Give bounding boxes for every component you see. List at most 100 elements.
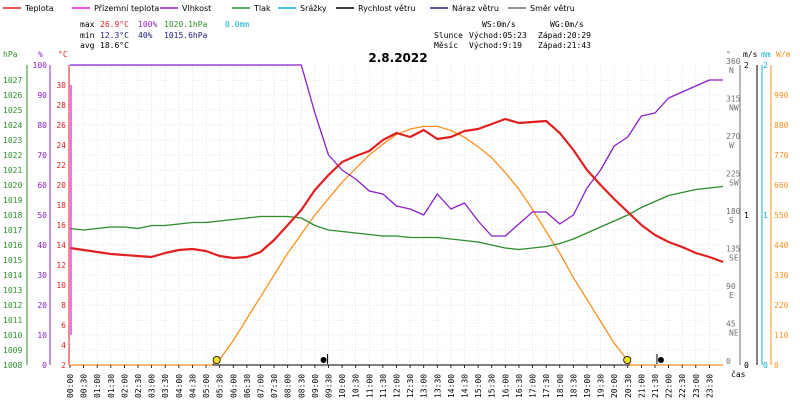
temperature-tick: 26: [56, 121, 66, 130]
humidity-tick: 30: [37, 271, 47, 280]
x-tick-label: 09:00: [311, 374, 320, 398]
pressure-tick: 1011: [3, 316, 22, 325]
winddir-tick: 360: [726, 57, 741, 66]
series-teplota: [69, 117, 724, 264]
sun-set: Západ:20:29: [538, 31, 591, 40]
pressure-tick: 1023: [3, 136, 22, 145]
pressure-tick: 1025: [3, 106, 22, 115]
unit-ms: m/s: [743, 50, 758, 59]
winddir-tick: 90: [726, 282, 736, 291]
stat-avg-label: avg: [80, 41, 95, 50]
pressure-tick: 1009: [3, 346, 22, 355]
x-tick-label: 22:30: [678, 374, 687, 398]
temperature-tick: 12: [56, 261, 66, 270]
winddir-tick: 0: [726, 357, 731, 366]
stat-max-hum: 100%: [138, 20, 157, 29]
temperature-tick: 28: [56, 101, 66, 110]
series-vlhkost: [70, 64, 723, 237]
humidity-tick: 100: [33, 61, 48, 70]
x-tick-label: 10:00: [338, 374, 347, 398]
solar-tick: 440: [774, 241, 789, 250]
solar-tick: 880: [774, 121, 789, 130]
x-tick-label: 19:30: [597, 374, 606, 398]
legend: Teplota Přízemní teplota Vlhkost Tlak Srážky…: [3, 4, 575, 13]
moon-label: Měsíc: [434, 41, 458, 50]
plot-area: [69, 64, 724, 366]
winddir-compass: N: [729, 66, 734, 75]
series-solar: [70, 125, 723, 366]
temperature-tick: 20: [56, 181, 66, 190]
temperature-tick: 16: [56, 221, 66, 230]
marker-sunrise: [212, 355, 221, 364]
humidity-tick: 80: [37, 121, 47, 130]
unit-mm: mm: [761, 50, 771, 59]
x-tick-label: 06:30: [243, 374, 252, 398]
unit-degc: °C: [58, 50, 68, 59]
moon-rise: Východ:9:19: [469, 41, 522, 50]
legend-label-5: Rychlost větru: [358, 4, 415, 13]
pressure-tick: 1008: [3, 361, 22, 370]
windspeed-tick: 2: [744, 61, 749, 70]
chart-date: 2.8.2022: [368, 51, 427, 65]
humidity-tick: 70: [37, 151, 47, 160]
x-tick-label: 23:00: [692, 374, 701, 398]
x-tick-label: 14:30: [461, 374, 470, 398]
temperature-tick: 6: [61, 321, 66, 330]
marker-moonrise: [320, 357, 327, 363]
x-tick-label: 04:30: [188, 374, 197, 398]
legend-label-3: Tlak: [253, 4, 271, 13]
x-tick-label: 05:30: [216, 374, 225, 398]
stat-min-temp: 12.3°C: [100, 31, 129, 40]
winddir-tick: 315: [726, 95, 741, 104]
humidity-tick: 0: [42, 361, 47, 370]
x-tick-label: 13:00: [420, 374, 429, 398]
stat-max-rain: 0.0mm: [225, 20, 249, 29]
rain-tick: 1: [763, 211, 768, 220]
series-tlak: [69, 185, 724, 251]
pressure-tick: 1024: [3, 121, 22, 130]
windspeed-tick: 0: [744, 361, 749, 370]
x-axis-ticks: 00:00 00:30 01:00 01:30 02:00 02:30 03:00 03:30…: [66, 365, 714, 398]
x-tick-label: 06:00: [229, 374, 238, 398]
x-tick-label: 20:00: [610, 374, 619, 398]
axes: 1008100910101011101210131014101510161017…: [3, 57, 789, 370]
x-tick-label: 13:30: [433, 374, 442, 398]
winddir-tick: 270: [726, 132, 741, 141]
x-tick-label: 23:30: [705, 374, 714, 398]
temperature-tick: 8: [61, 301, 66, 310]
x-tick-label: 00:30: [80, 374, 89, 398]
x-tick-label: 03:30: [161, 374, 170, 398]
x-tick-label: 12:00: [393, 374, 402, 398]
x-tick-label: 21:00: [637, 374, 646, 398]
stat-avg-temp: 18.6°C: [100, 41, 129, 50]
solar-tick: 220: [774, 301, 789, 310]
x-tick-label: 14:00: [447, 374, 456, 398]
legend-label-1: Přízemní teplota: [94, 4, 159, 13]
legend-label-6: Náraz větru: [452, 4, 499, 13]
solar-tick: 110: [774, 331, 789, 340]
solar-tick: 0: [774, 361, 779, 370]
unit-deg: °: [726, 50, 731, 59]
x-tick-label: 18:00: [556, 374, 565, 398]
rain-tick: 0: [763, 361, 768, 370]
x-tick-label: 00:00: [66, 374, 75, 398]
solar-tick: 660: [774, 181, 789, 190]
stat-max-label: max: [80, 20, 95, 29]
pressure-tick: 1012: [3, 301, 22, 310]
x-tick-label: 07:30: [270, 374, 279, 398]
legend-label-2: Vlhkost: [182, 4, 211, 13]
x-tick-label: 19:00: [583, 374, 592, 398]
legend-label-0: Teplota: [24, 4, 54, 13]
grid: [69, 65, 723, 366]
winddir-compass: S: [729, 216, 734, 225]
marker-sunset: [623, 355, 632, 364]
stat-min-press: 1015.6hPa: [164, 31, 208, 40]
pressure-tick: 1010: [3, 331, 22, 340]
unit-pct: %: [38, 50, 43, 59]
temperature-tick: 2: [61, 361, 66, 370]
solar-tick: 550: [774, 211, 789, 220]
x-tick-label: 20:30: [624, 374, 633, 398]
sun-rise: Východ:05:23: [469, 31, 527, 40]
solar-tick: 330: [774, 271, 789, 280]
pressure-tick: 1022: [3, 151, 22, 160]
